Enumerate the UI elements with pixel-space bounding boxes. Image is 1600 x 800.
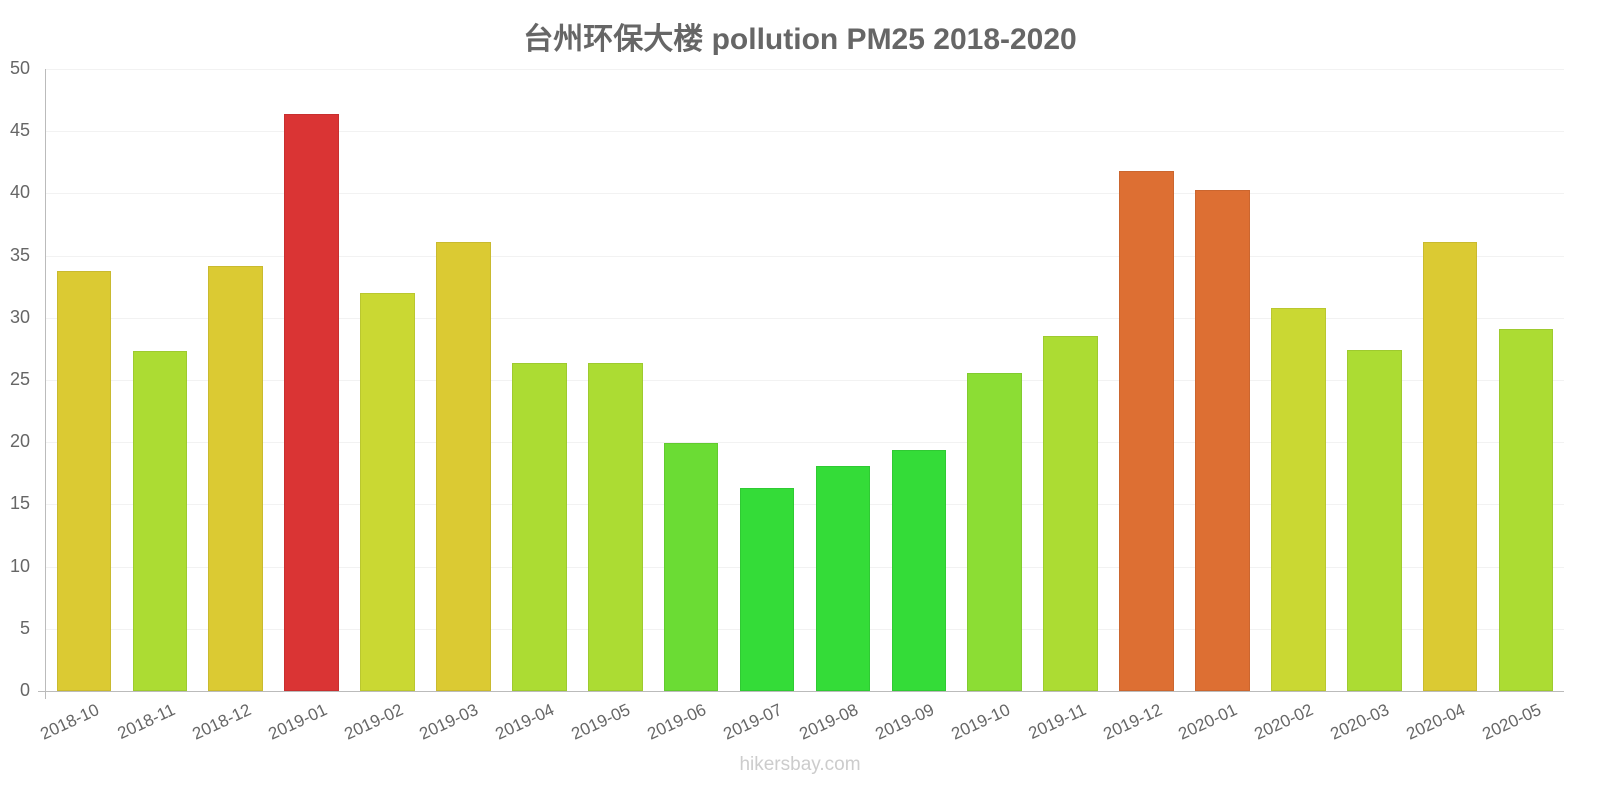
gridline [46,380,1564,381]
gridline [46,628,1564,630]
gridline [46,193,1564,195]
y-tick-label: 25 [9,369,30,389]
gridline [46,131,1564,133]
bar-2020-03[interactable] [1346,350,1402,691]
gridline [46,69,1564,70]
y-axis-line [45,69,46,699]
x-axis-line [38,691,1564,692]
gridline [46,442,1564,444]
bar-2018-11[interactable] [132,351,188,691]
bar-2020-01[interactable] [1195,189,1250,691]
bar-2019-05[interactable] [587,362,643,691]
bar-2018-12[interactable] [208,265,264,691]
bar-2019-04[interactable] [512,362,567,691]
chart-title: 台州环保大楼 pollution PM25 2018-2020 [523,23,1077,56]
bar-2019-06[interactable] [663,443,719,691]
bar-2019-03[interactable] [436,241,491,691]
gridline [46,504,1564,506]
y-tick-label: 20 [9,431,30,452]
bar-2020-05[interactable] [1498,328,1554,691]
y-tick-label: 5 [19,617,30,638]
bar-2019-10[interactable] [967,372,1023,691]
bar-2019-08[interactable] [815,465,871,691]
bar-2020-04[interactable] [1422,241,1478,691]
watermark: hikersbay.com [739,754,861,775]
bar-2019-11[interactable] [1043,336,1098,691]
bar-2020-02[interactable] [1271,307,1326,691]
bar-2018-10[interactable] [56,270,112,691]
bar-2019-09[interactable] [891,449,947,691]
y-tick-label: 40 [9,182,30,203]
bar-2019-01[interactable] [284,113,339,691]
y-tick-label: 30 [9,306,30,327]
y-tick-label: 45 [9,120,30,141]
y-tick-label: 50 [9,58,30,78]
y-tick-label: 10 [9,555,30,576]
gridline [46,317,1564,319]
gridline [46,566,1564,568]
bar-2019-02[interactable] [360,292,415,691]
y-tick-label: 15 [9,493,30,514]
bar-2019-07[interactable] [739,488,795,691]
bar-2019-12[interactable] [1119,171,1174,691]
gridline [46,255,1564,257]
y-tick-label: 35 [9,244,30,265]
y-tick-label: 0 [19,680,30,700]
